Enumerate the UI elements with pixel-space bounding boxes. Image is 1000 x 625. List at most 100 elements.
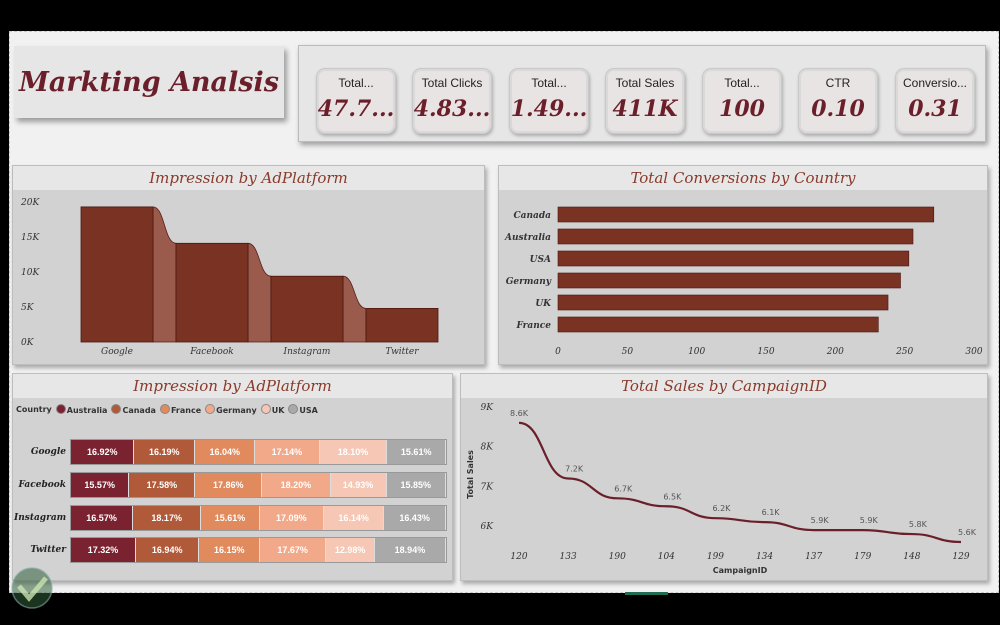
kpi-label: Conversio... (902, 76, 968, 90)
conversions-by-country-panel[interactable]: Total Conversions by Country Canada Austr… (498, 165, 988, 365)
bar-instagram (270, 275, 344, 343)
x-tick-label: 200 (826, 347, 844, 357)
segment-usa[interactable]: 18.94% (374, 538, 446, 562)
kpi-card-ctr[interactable]: CTR 0.10 (798, 68, 878, 134)
segment-usa[interactable]: 15.61% (387, 440, 446, 464)
impression-bar-chart: 0K 5K 10K 15K 20K Google Facebook Instagram Twit… (20, 198, 439, 357)
x-tick-label: 148 (903, 552, 920, 562)
x-tick-label: 250 (895, 347, 913, 357)
y-tick-label: France (515, 321, 551, 331)
bottom-bar (0, 593, 1000, 625)
data-label: 7.2K (565, 464, 584, 473)
segment-canada[interactable]: 16.94% (135, 538, 200, 562)
x-tick-label: Instagram (283, 347, 331, 357)
progress-indicator (625, 592, 668, 595)
segment-australia[interactable]: 16.92% (71, 440, 135, 464)
kpi-label: Total Clicks (421, 76, 483, 90)
legend-item[interactable]: Germany (205, 404, 257, 415)
legend-item[interactable]: France (159, 404, 201, 415)
legend-label: Australia (66, 406, 108, 415)
segment-uk[interactable]: 14.93% (330, 473, 387, 497)
y-tick-label: 8K (481, 443, 495, 453)
conversions-bar-chart: Canada Australia USA Germany UK France 0 50 100 1… (504, 206, 983, 357)
stacked-row-facebook[interactable]: 15.57% 17.58% 17.86% 18.20% 14.93% 15.85% (70, 472, 447, 498)
kpi-card-total-3[interactable]: Total... 1.49... (509, 68, 589, 134)
y-tick-label: 5K (21, 303, 35, 313)
kpi-value: 0.10 (811, 96, 865, 122)
data-label: 5.6K (958, 528, 977, 537)
stacked-row-twitter[interactable]: 17.32% 16.94% 16.15% 17.67% 12.98% 18.94% (70, 537, 447, 563)
sales-line (518, 421, 962, 544)
segment-uk[interactable]: 18.10% (319, 440, 388, 464)
x-tick-label: 129 (952, 552, 969, 562)
kpi-card-total-impressions[interactable]: Total... 47.7... (316, 68, 396, 134)
row-label: Google (30, 447, 66, 457)
kpi-label: Total... (338, 76, 374, 90)
segment-australia[interactable]: 15.57% (71, 473, 130, 497)
kpi-card-total-5[interactable]: Total... 100 (702, 68, 782, 134)
legend-marker (111, 404, 122, 414)
segment-canada[interactable]: 17.58% (129, 473, 196, 497)
bar-twitter (365, 307, 439, 343)
legend-label: Canada (122, 406, 156, 415)
y-tick-label: 0K (21, 338, 35, 348)
x-tick-label: 150 (757, 347, 774, 357)
kpi-card-total-sales[interactable]: Total Sales 411K (605, 68, 685, 134)
x-axis-title: CampaignID (713, 566, 768, 575)
segment-germany[interactable]: 17.14% (255, 440, 320, 464)
segment-france[interactable]: 17.86% (195, 473, 263, 497)
segment-canada[interactable]: 16.19% (134, 440, 196, 464)
x-tick-label: 100 (688, 347, 705, 357)
legend-item[interactable]: Canada (111, 404, 156, 415)
y-tick-label: USA (530, 255, 551, 265)
segment-uk[interactable]: 16.14% (323, 506, 385, 530)
y-axis-title: Total Sales (466, 450, 475, 499)
segment-germany[interactable]: 18.20% (262, 473, 331, 497)
watermark-logo-icon (11, 567, 53, 609)
segment-france[interactable]: 16.15% (199, 538, 261, 562)
legend-item[interactable]: UK (260, 404, 284, 415)
segment-france[interactable]: 16.04% (195, 440, 256, 464)
bar-france (557, 316, 879, 333)
x-tick-label: 50 (622, 347, 634, 357)
x-tick-label: Google (101, 347, 133, 357)
segment-usa[interactable]: 16.43% (384, 506, 446, 530)
chart-title: Total Conversions by Country (499, 166, 987, 190)
chart-title: Total Sales by CampaignID (461, 374, 987, 398)
sales-by-campaign-panel[interactable]: Total Sales by CampaignID 6K 7K 8K 9K Total … (460, 373, 988, 581)
kpi-label: CTR (825, 76, 851, 90)
legend-item[interactable]: USA (288, 404, 318, 415)
dashboard-title: Markting Analsis (19, 66, 279, 98)
x-tick-label: 104 (658, 552, 675, 562)
bar-germany (557, 272, 901, 289)
bar-usa (557, 250, 910, 267)
segment-germany[interactable]: 17.67% (260, 538, 327, 562)
stacked-row-google[interactable]: 16.92% 16.19% 16.04% 17.14% 18.10% 15.61% (70, 439, 447, 465)
ribbon-connector (342, 275, 367, 343)
kpi-card-conversion-rate[interactable]: Conversio... 0.31 (895, 68, 975, 134)
legend-item[interactable]: Australia (55, 404, 108, 415)
impression-by-platform-panel[interactable]: Impression by AdPlatform 0K 5K 10K 15K 20K Go… (12, 165, 485, 365)
row-label: Instagram (14, 513, 67, 523)
segment-uk[interactable]: 12.98% (326, 538, 375, 562)
segment-australia[interactable]: 16.57% (71, 506, 134, 530)
x-tick-label: Facebook (189, 347, 233, 357)
segment-germany[interactable]: 17.09% (259, 506, 324, 530)
segment-france[interactable]: 15.61% (201, 506, 260, 530)
kpi-value: 411K (612, 96, 678, 122)
x-tick-label: 300 (965, 347, 982, 357)
segment-usa[interactable]: 15.85% (386, 473, 446, 497)
x-tick-label: Twitter (385, 347, 419, 357)
segment-australia[interactable]: 17.32% (71, 538, 136, 562)
segment-canada[interactable]: 18.17% (133, 506, 202, 530)
stacked-row-instagram[interactable]: 16.57% 18.17% 15.61% 17.09% 16.14% 16.43% (70, 505, 447, 531)
data-label: 5.9K (811, 516, 830, 525)
data-label: 5.9K (860, 516, 879, 525)
row-label: Twitter (30, 545, 66, 555)
bar-facebook (175, 242, 249, 343)
kpi-card-total-clicks[interactable]: Total Clicks 4.83... (412, 68, 492, 134)
country-legend: Country Australia Canada France Germany UK US… (16, 404, 318, 415)
y-tick-label: Germany (506, 277, 552, 287)
kpi-value: 100 (719, 96, 765, 122)
x-tick-label: 179 (854, 552, 871, 562)
